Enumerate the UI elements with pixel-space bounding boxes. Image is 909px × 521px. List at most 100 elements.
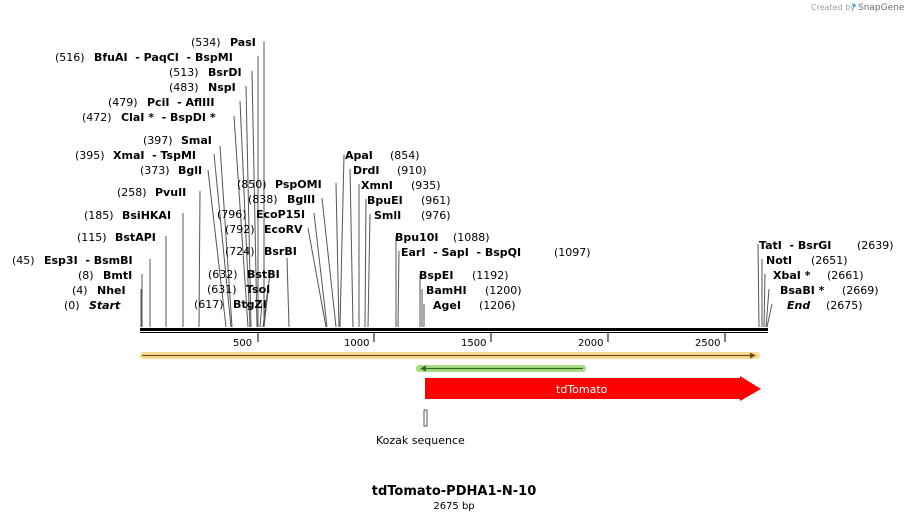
tdtomato-label: tdTomato	[556, 383, 608, 396]
site-name: XmnI	[361, 179, 393, 192]
site-name: BsrDI	[208, 66, 242, 79]
site-pos: (1200)	[485, 284, 522, 297]
site-name: EcoRV	[264, 223, 303, 236]
site-pos: (373)	[140, 164, 170, 177]
line-end	[766, 303, 773, 328]
line-eari	[397, 250, 400, 328]
line-pvuii	[198, 190, 201, 328]
feature-kozak[interactable]: Kozak sequence	[376, 409, 465, 447]
credit-prefix: Created by	[811, 3, 855, 12]
site-pos: (935)	[411, 179, 441, 192]
line-ecorv	[307, 227, 327, 328]
site-name: XbaI *	[773, 269, 811, 282]
site-name: NotI	[766, 254, 792, 267]
site-pos: (631)	[207, 283, 237, 296]
site-pos: (1088)	[453, 231, 490, 244]
line-pcii	[239, 100, 251, 328]
feature-tdtomato[interactable]: tdTomato	[425, 376, 761, 401]
site-name: PspOMI	[275, 178, 322, 191]
site-name: DrdI	[353, 164, 380, 177]
site-name: NheI	[97, 284, 126, 297]
site-pos: (185)	[84, 209, 114, 222]
site-pos: (258)	[117, 186, 147, 199]
site-pos: (976)	[421, 209, 451, 222]
site-pos: (483)	[169, 81, 199, 94]
site-name: EarI - SapI - BspQI	[401, 246, 521, 259]
map-length: 2675 bp	[433, 501, 474, 512]
line-bglii	[321, 197, 337, 328]
site-pos: (0)	[64, 299, 80, 312]
site-name-end: End	[787, 299, 810, 312]
site-pos: (2661)	[827, 269, 864, 282]
site-pos: (115)	[77, 231, 107, 244]
site-pos: (534)	[191, 36, 221, 49]
line-pspomi	[335, 182, 340, 328]
site-name: BsaBI *	[780, 284, 825, 297]
dna-backbone	[140, 328, 768, 333]
site-pos: (724)	[225, 245, 255, 258]
site-labels: (534) PasI (516) BfuAI - PaqCI - BspMI (…	[12, 36, 894, 312]
line-smai	[219, 145, 233, 328]
site-pos: (850)	[237, 178, 267, 191]
site-name: ApaI	[345, 149, 373, 162]
map-title: tdTomato-PDHA1-N-10	[372, 484, 537, 499]
ruler-label: 1000	[344, 338, 369, 349]
site-pos: (2675)	[826, 299, 863, 312]
site-pos: (910)	[397, 164, 427, 177]
line-clai	[233, 115, 249, 328]
site-name: SmlI	[374, 209, 401, 222]
site-name: Bpu10I	[395, 231, 439, 244]
site-name: TsoI	[246, 283, 270, 296]
line-smli	[367, 213, 371, 328]
site-pos: (2651)	[811, 254, 848, 267]
ruler	[257, 333, 726, 342]
line-xbai	[763, 273, 766, 328]
site-name: BfuAI - PaqCI - BspMI	[94, 51, 233, 64]
site-pos: (1097)	[554, 246, 591, 259]
line-bsabi	[765, 288, 770, 328]
site-pos: (8)	[78, 269, 94, 282]
line-tati	[757, 243, 760, 328]
line-xmai	[213, 153, 232, 328]
ruler-label: 2000	[578, 338, 603, 349]
site-name: Esp3I - BsmBI	[44, 254, 133, 267]
line-apai	[339, 154, 345, 328]
site-name-start: Start	[89, 299, 121, 312]
site-pos: (4)	[72, 284, 88, 297]
site-pos: (479)	[108, 96, 138, 109]
snapgene-logo-icon	[852, 3, 856, 8]
site-name: BpuEI	[367, 194, 403, 207]
site-name: BsrBI	[264, 245, 297, 258]
line-btgzi	[259, 302, 263, 328]
ruler-label: 500	[233, 338, 252, 349]
site-name: BglI	[178, 164, 202, 177]
site-pos: (632)	[208, 268, 238, 281]
line-bpuei	[364, 198, 367, 328]
site-pos: (516)	[55, 51, 85, 64]
site-name: BspEI	[419, 269, 453, 282]
site-name: PasI	[230, 36, 256, 49]
line-drdi	[349, 168, 354, 328]
line-nspi	[245, 85, 252, 328]
site-name: XmaI - TspMI	[113, 149, 196, 162]
credit-brand: SnapGene	[858, 3, 905, 13]
site-name: EcoP15I	[256, 208, 305, 221]
site-name: BsiHKAI	[122, 209, 171, 222]
site-name: TatI - BsrGI	[759, 239, 831, 252]
site-name: AgeI	[433, 299, 461, 312]
site-name: BstAPI	[115, 231, 156, 244]
site-name: PciI - AflIII	[147, 96, 214, 109]
site-name: NspI	[208, 81, 236, 94]
site-name: PvuII	[155, 186, 186, 199]
site-pos: (854)	[390, 149, 420, 162]
site-pos: (472)	[82, 111, 112, 124]
orf-reverse-arrow	[416, 365, 586, 372]
site-name: ClaI * - BspDI *	[121, 111, 216, 124]
orf-full-arrow	[140, 352, 760, 359]
site-pos: (397)	[143, 134, 173, 147]
site-connectors	[140, 41, 773, 328]
site-name: BtgZI	[233, 298, 267, 311]
ruler-label: 1500	[461, 338, 486, 349]
site-pos: (2639)	[857, 239, 894, 252]
